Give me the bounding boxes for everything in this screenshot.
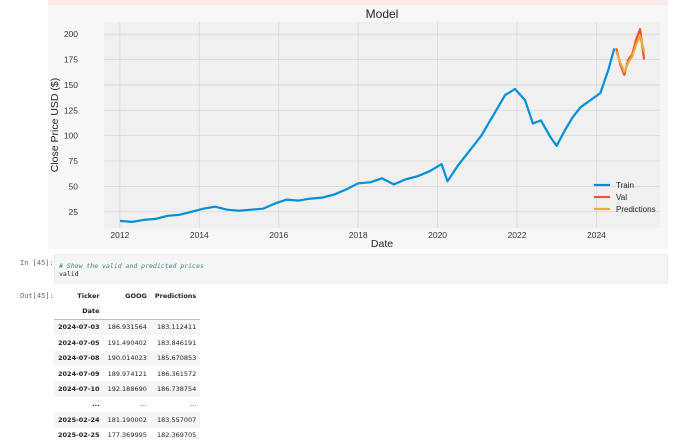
- y-tick-label: 100: [64, 131, 78, 141]
- table-cell: 183.112411: [157, 323, 197, 332]
- row-index: 2025-02-24: [58, 415, 100, 424]
- x-tick-label: 2020: [428, 230, 447, 240]
- stderr-text: .: [58, 0, 62, 2]
- code-comment: # Show the valid and predicted prices: [59, 262, 204, 270]
- x-tick-label: 2024: [587, 230, 606, 240]
- table-row: 2025-02-25 177.369995 182.369705: [54, 428, 200, 443]
- table-index-header-row: Date: [54, 303, 201, 320]
- row-index: 2024-07-05: [58, 338, 100, 347]
- table-row: 2025-02-24 181.190002 183.557007: [54, 412, 201, 428]
- column-header: Ticker: [77, 291, 100, 300]
- table-cell: 181.190002: [107, 415, 147, 424]
- table-cell: 192.188690: [107, 385, 147, 394]
- y-tick-label: 200: [64, 29, 78, 39]
- legend-label: Predictions: [616, 205, 656, 214]
- y-tick-label: 125: [64, 105, 78, 115]
- input-prompt: In [45]:: [20, 259, 54, 267]
- series-line-train: [119, 48, 616, 223]
- table-row: 2024-07-08 190.014023 185.670853: [54, 350, 201, 366]
- y-tick-label: 75: [69, 156, 79, 166]
- x-tick-label: 2018: [349, 230, 368, 240]
- plot-background: [104, 22, 660, 228]
- table-cell: 186.738754: [157, 385, 197, 394]
- table-row: 2024-07-05 191.490402 183.846191: [54, 335, 200, 350]
- row-index: 2024-07-10: [58, 385, 100, 394]
- model-chart: 2012 2014 2016 2018 2020 2022 2024 25 50 75 100 125…: [49, 7, 660, 249]
- row-index: ...: [92, 400, 100, 409]
- row-index: 2024-07-08: [58, 354, 100, 363]
- table-cell: ...: [140, 400, 147, 409]
- table-cell: 189.974121: [107, 369, 147, 378]
- table-header-row: Ticker GOOG Predictions: [54, 288, 200, 303]
- table-cell: 186.361572: [157, 369, 197, 378]
- x-axis-label: Date: [371, 238, 393, 249]
- table-cell: 186.931564: [107, 323, 147, 332]
- y-tick-label: 175: [64, 55, 78, 65]
- row-index: 2024-07-03: [58, 323, 100, 332]
- table-row: 2024-07-03 186.931564 183.112411: [54, 319, 201, 336]
- table-cell: 185.670853: [157, 354, 197, 363]
- table-cell: 183.557007: [157, 415, 197, 424]
- x-tick-label: 2016: [269, 230, 288, 240]
- table-cell: 190.014023: [107, 354, 147, 363]
- y-tick-label: 25: [69, 207, 79, 217]
- output-prompt: Out[45]:: [20, 292, 54, 300]
- column-header: GOOG: [125, 291, 147, 300]
- table-row: 2024-07-09 189.974121 186.361572: [54, 366, 200, 381]
- table-cell: 177.369995: [107, 431, 147, 440]
- index-header: Date: [54, 303, 104, 320]
- table-row: .........: [54, 397, 200, 412]
- table-row: 2024-07-10 192.188690 186.738754: [54, 381, 201, 397]
- table-cell: 183.846191: [157, 338, 197, 347]
- stderr-output: .: [48, 0, 668, 5]
- column-header: Predictions: [154, 291, 197, 300]
- dataframe-table: Ticker GOOG Predictions Date 2024-07-03 1…: [54, 288, 201, 443]
- row-index: 2025-02-25: [58, 431, 100, 440]
- x-tick-label: 2012: [110, 230, 129, 240]
- code-cell[interactable]: # Show the valid and predicted prices va…: [54, 254, 668, 284]
- y-tick-label: 150: [64, 80, 78, 90]
- table-cell: 191.490402: [107, 338, 147, 347]
- x-tick-label: 2022: [508, 230, 527, 240]
- chart-title: Model: [366, 7, 399, 21]
- row-index: 2024-07-09: [58, 369, 100, 378]
- output-plot: 2012 2014 2016 2018 2020 2022 2024 25 50 75 100 125…: [48, 5, 668, 249]
- series-line-predictions: [615, 35, 646, 73]
- legend-label: Train: [616, 181, 634, 190]
- table-cell: 182.369705: [157, 431, 197, 440]
- legend-label: Val: [616, 193, 627, 202]
- y-tick-label: 50: [69, 181, 79, 191]
- table-cell: ...: [190, 400, 197, 409]
- y-axis-label: Close Price USD ($): [49, 78, 61, 173]
- code-line: valid: [59, 270, 79, 278]
- x-tick-label: 2014: [190, 230, 209, 240]
